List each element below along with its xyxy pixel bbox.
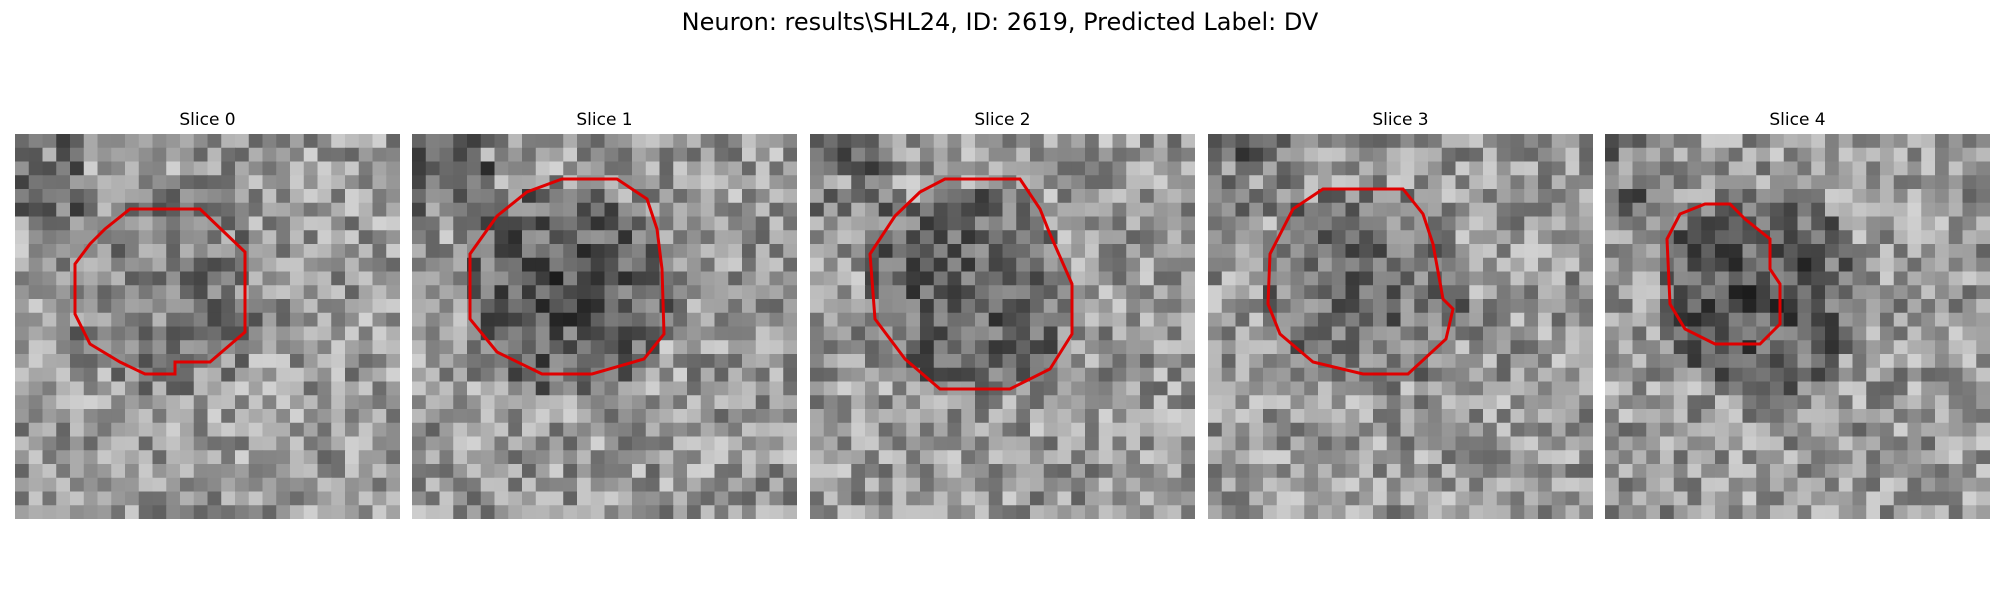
- slice-panel-1: Slice 1: [412, 110, 797, 519]
- slice-image-1: [412, 134, 797, 519]
- slice-title-1: Slice 1: [576, 110, 633, 130]
- slice-image-4: [1605, 134, 1990, 519]
- slice-panel-0: Slice 0: [15, 110, 400, 519]
- cell-contour: [1266, 187, 1455, 376]
- slice-image-3: [1208, 134, 1593, 519]
- cell-contour: [1665, 202, 1782, 346]
- slice-title-4: Slice 4: [1769, 110, 1826, 130]
- slice-title-2: Slice 2: [974, 110, 1031, 130]
- slice-panel-4: Slice 4: [1605, 110, 1990, 519]
- slice-image-0: [15, 134, 400, 519]
- slice-title-3: Slice 3: [1372, 110, 1429, 130]
- cell-contour: [868, 177, 1074, 391]
- cell-contour: [73, 207, 247, 376]
- figure-title: Neuron: results\SHL24, ID: 2619, Predict…: [681, 8, 1319, 36]
- slice-title-0: Slice 0: [179, 110, 236, 130]
- slice-image-2: [810, 134, 1195, 519]
- cell-contour: [468, 177, 666, 376]
- slice-panel-3: Slice 3: [1208, 110, 1593, 519]
- slice-panel-2: Slice 2: [810, 110, 1195, 519]
